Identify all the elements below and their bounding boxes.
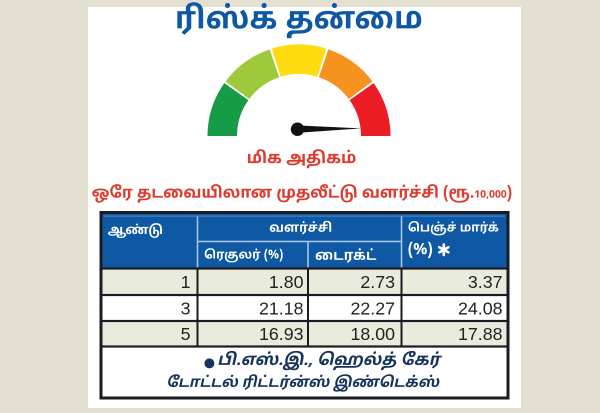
svg-text:2.73: 2.73 (360, 272, 395, 292)
svg-text:3: 3 (181, 298, 191, 318)
svg-text:1: 1 (181, 272, 191, 292)
svg-text:18.00: 18.00 (351, 324, 396, 344)
svg-text:1.80: 1.80 (269, 272, 304, 292)
svg-text:16.93: 16.93 (259, 324, 304, 344)
svg-text:24.08: 24.08 (458, 298, 503, 318)
svg-text:3.37: 3.37 (468, 272, 503, 292)
svg-text:22.27: 22.27 (351, 298, 396, 318)
svg-text:17.88: 17.88 (458, 324, 503, 344)
svg-text:5: 5 (181, 324, 191, 344)
svg-text:21.18: 21.18 (259, 298, 304, 318)
